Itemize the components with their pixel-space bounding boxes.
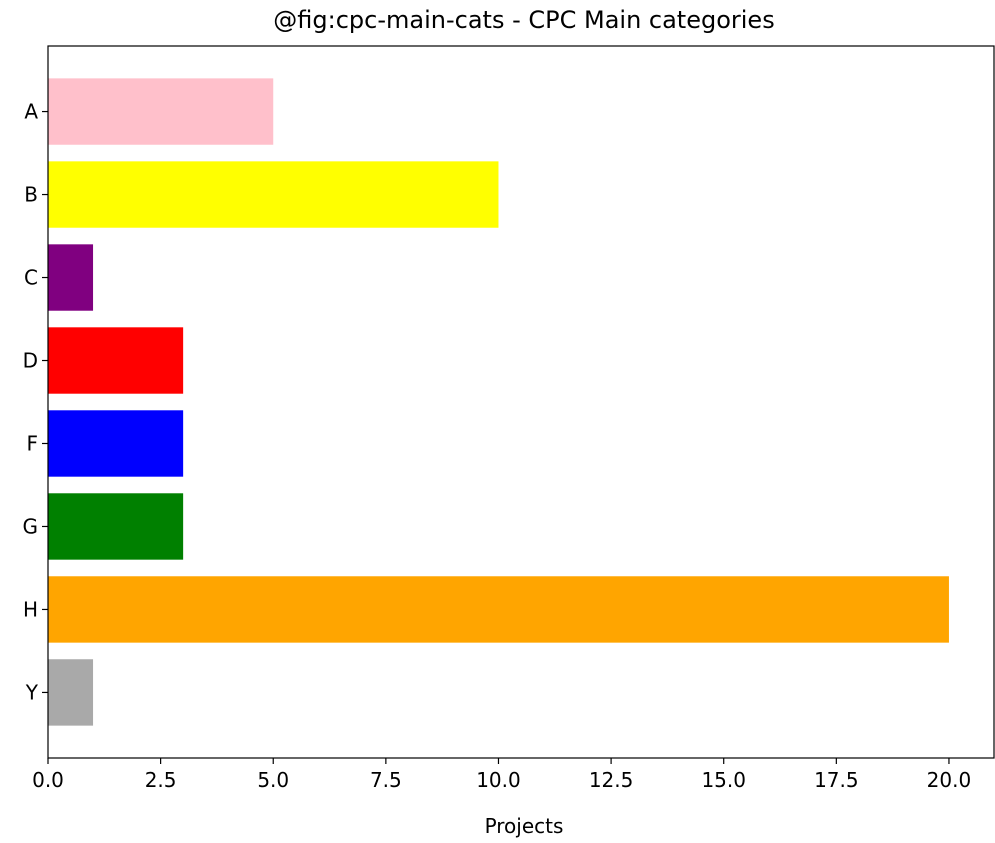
y-tick-label: H bbox=[23, 597, 38, 621]
bar bbox=[48, 576, 949, 643]
y-tick-label: C bbox=[24, 266, 38, 290]
y-tick-label: Y bbox=[25, 680, 39, 704]
x-tick-label: 5.0 bbox=[257, 768, 289, 792]
y-tick-label: G bbox=[23, 514, 39, 538]
bar bbox=[48, 659, 94, 726]
bar bbox=[48, 410, 184, 477]
plot-frame bbox=[47, 45, 995, 759]
x-axis-label: Projects bbox=[485, 814, 564, 838]
x-tick-label: 10.0 bbox=[476, 768, 521, 792]
bar bbox=[48, 78, 274, 145]
x-tick-label: 20.0 bbox=[927, 768, 972, 792]
bar bbox=[48, 493, 184, 560]
chart-title: @fig:cpc-main-cats - CPC Main categories bbox=[273, 6, 774, 34]
y-tick-label: A bbox=[24, 100, 38, 124]
x-tick-label: 15.0 bbox=[701, 768, 746, 792]
y-tick-label: F bbox=[26, 431, 38, 455]
bar bbox=[48, 327, 184, 394]
x-tick-label: 2.5 bbox=[145, 768, 177, 792]
bar bbox=[48, 244, 94, 311]
bar bbox=[48, 161, 499, 228]
x-tick-label: 12.5 bbox=[589, 768, 634, 792]
x-tick-label: 7.5 bbox=[370, 768, 402, 792]
y-tick-label: B bbox=[24, 183, 38, 207]
x-tick-label: 0.0 bbox=[32, 768, 64, 792]
x-tick-label: 17.5 bbox=[814, 768, 859, 792]
y-tick-label: D bbox=[23, 349, 38, 373]
